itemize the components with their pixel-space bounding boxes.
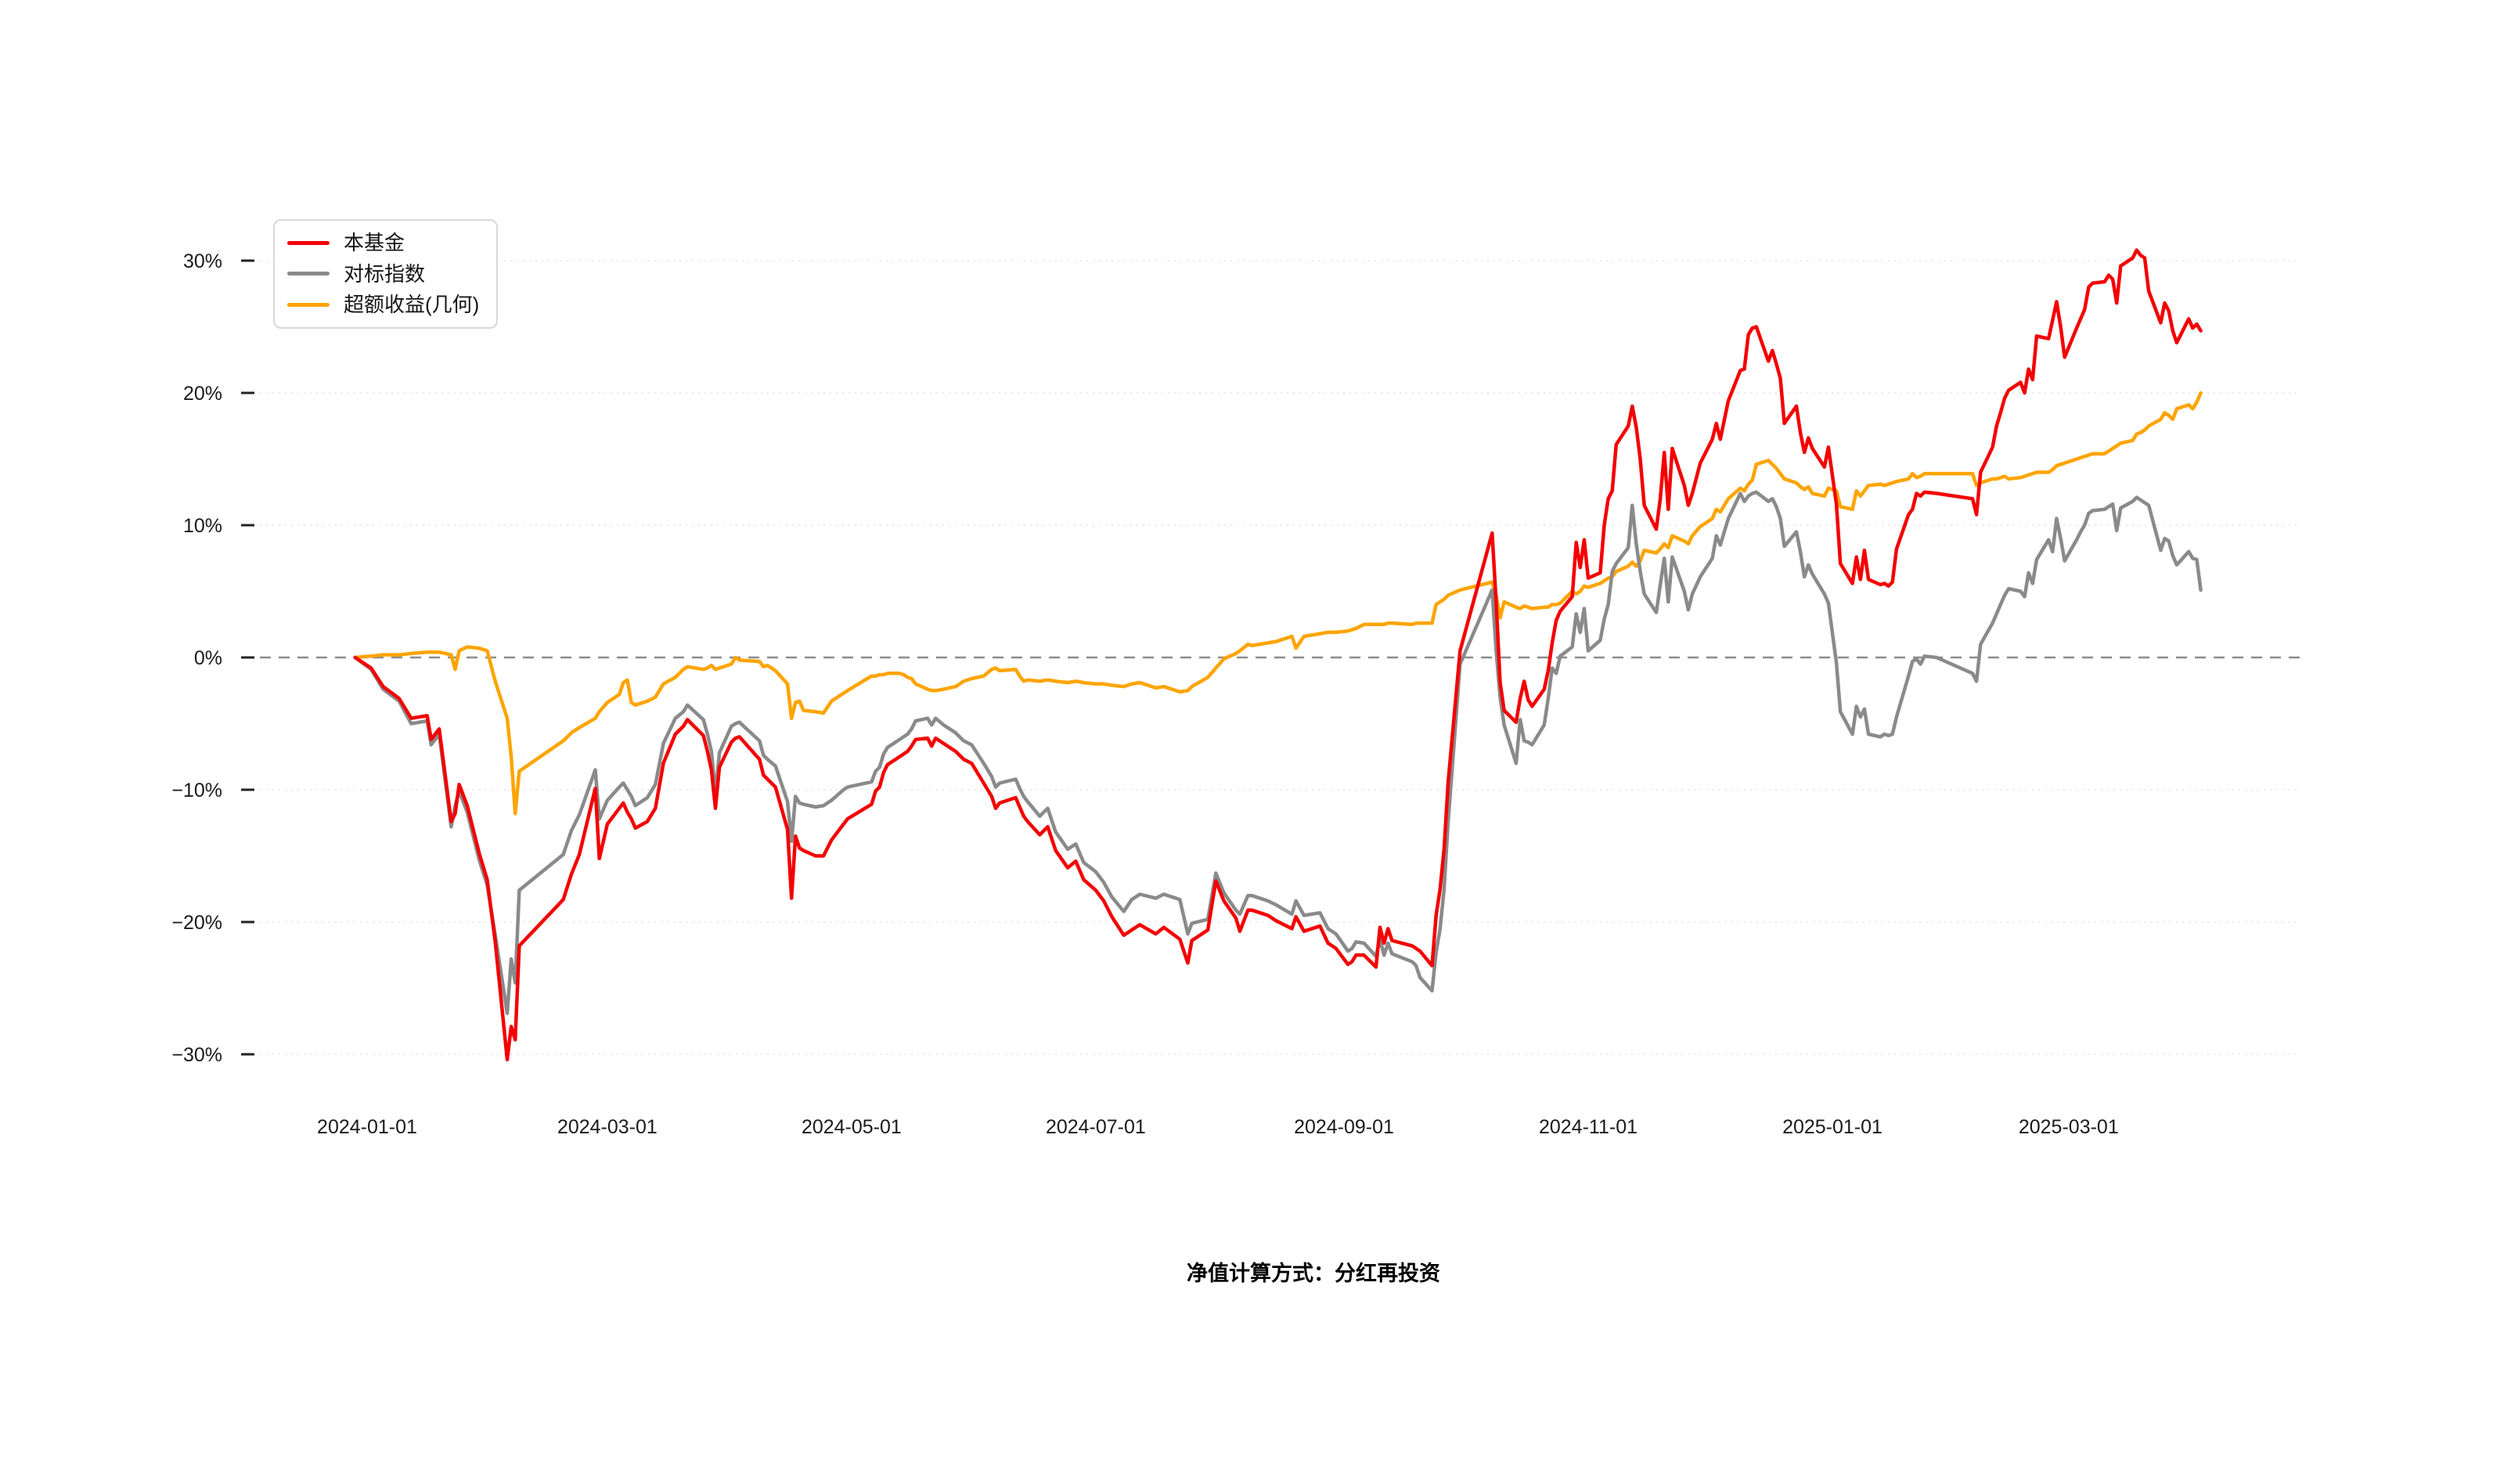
legend-item-excess: 超额收益(几何): [287, 294, 479, 316]
legend-label-excess: 超额收益(几何): [344, 293, 480, 317]
svg-text:10%: 10%: [183, 515, 222, 537]
fund-line-swatch: [287, 240, 330, 245]
svg-text:20%: 20%: [183, 383, 222, 405]
legend-item-benchmark: 对标指数: [287, 261, 479, 286]
svg-text:2024-09-01: 2024-09-01: [1294, 1116, 1394, 1138]
legend-label-benchmark: 对标指数: [344, 261, 426, 286]
chart-legend: 本基金 对标指数 超额收益(几何): [273, 219, 499, 329]
svg-text:30%: 30%: [183, 250, 222, 272]
benchmark-line-swatch: [287, 272, 330, 276]
svg-text:2024-05-01: 2024-05-01: [802, 1116, 902, 1138]
svg-text:2024-01-01: 2024-01-01: [317, 1116, 417, 1138]
nav-method-caption: 净值计算方式：分红再投资: [1187, 1262, 1440, 1285]
svg-text:2024-11-01: 2024-11-01: [1539, 1116, 1638, 1138]
svg-text:2025-01-01: 2025-01-01: [1782, 1116, 1883, 1138]
svg-text:2024-07-01: 2024-07-01: [1046, 1116, 1146, 1138]
legend-label-fund: 本基金: [344, 231, 405, 254]
legend-item-fund: 本基金: [287, 232, 479, 254]
svg-text:−30%: −30%: [171, 1044, 222, 1066]
svg-text:2025-03-01: 2025-03-01: [2019, 1116, 2119, 1138]
svg-text:−20%: −20%: [171, 912, 222, 934]
svg-text:−10%: −10%: [171, 780, 222, 801]
svg-text:0%: 0%: [194, 647, 222, 669]
excess-line-swatch: [287, 302, 330, 307]
svg-text:2024-03-01: 2024-03-01: [557, 1116, 658, 1138]
